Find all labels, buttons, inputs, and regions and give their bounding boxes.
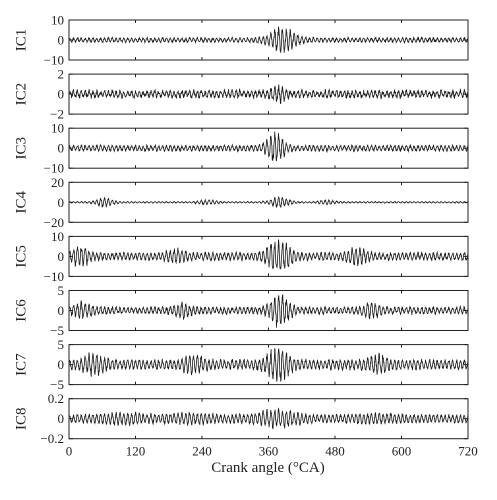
panel-label-ic6: IC6 — [13, 299, 29, 322]
y-tick-label: −5 — [50, 377, 64, 392]
y-tick-label: −20 — [44, 215, 64, 230]
series-trace-ic7 — [68, 348, 469, 382]
y-tick-label: −10 — [44, 53, 64, 68]
y-tick-label: 0 — [58, 33, 65, 48]
series-trace-ic5 — [68, 239, 469, 270]
panel-label-ic7: IC7 — [13, 353, 29, 376]
y-tick-label: 20 — [51, 175, 64, 190]
y-tick-label: 10 — [51, 121, 64, 136]
x-tick-label: 720 — [458, 444, 478, 459]
y-tick-label: 0 — [58, 411, 65, 426]
y-tick-label: 10 — [51, 229, 64, 244]
y-tick-label: 2 — [58, 67, 65, 82]
panel-ic7: 5 0 −5 IC7 — [13, 337, 469, 392]
y-tick-label: 0.2 — [48, 391, 64, 406]
x-tick-label: 480 — [325, 444, 345, 459]
y-tick-label: 0 — [58, 195, 65, 210]
panel-ic1: 10 0 −10 IC1 — [13, 13, 469, 68]
panel-label-ic2: IC2 — [13, 83, 29, 106]
y-tick-label: 0 — [58, 249, 65, 264]
panel-ic6: 5 0 −5 IC6 — [13, 283, 469, 338]
y-tick-label: −5 — [50, 323, 64, 338]
y-tick-label: 0 — [58, 141, 65, 156]
panel-ic5: 10 0 −10 IC5 — [13, 229, 469, 284]
y-tick-label: 5 — [58, 337, 65, 352]
panel-label-ic4: IC4 — [13, 191, 29, 214]
y-tick-label: −10 — [44, 269, 64, 284]
panel-label-ic3: IC3 — [13, 137, 29, 160]
y-tick-label: 0 — [58, 303, 65, 318]
y-tick-label: −0.2 — [40, 431, 64, 446]
panel-label-ic1: IC1 — [13, 29, 29, 52]
series-trace-ic4 — [68, 195, 469, 208]
panel-ic3: 10 0 −10 IC3 — [13, 121, 469, 176]
panel-ic8: 0.2 0 −0.2 IC8 — [13, 391, 469, 446]
x-tick-label: 360 — [259, 444, 279, 459]
chart-panels: 100−10IC120−2IC2100−10IC3200−20IC4100−10… — [13, 13, 469, 446]
x-axis: 0 120 240 360 480 600 720 — [66, 444, 478, 459]
y-tick-label: 0 — [58, 87, 65, 102]
y-tick-label: 5 — [58, 283, 65, 298]
x-tick-label: 120 — [126, 444, 146, 459]
series-trace-ic3 — [68, 131, 469, 162]
series-trace-ic1 — [68, 25, 469, 53]
y-tick-label: −2 — [50, 107, 64, 122]
series-trace-ic6 — [68, 294, 469, 328]
x-tick-label: 600 — [392, 444, 412, 459]
panel-label-ic8: IC8 — [13, 407, 29, 430]
series-trace-ic2 — [68, 84, 469, 105]
y-tick-label: 10 — [51, 13, 64, 28]
series-trace-ic8 — [68, 407, 469, 430]
panel-ic2: 2 0 −2 IC2 — [13, 67, 469, 122]
panel-label-ic5: IC5 — [13, 245, 29, 268]
y-tick-label: −10 — [44, 161, 64, 176]
x-axis-label: Crank angle (°CA) — [211, 460, 324, 476]
x-tick-label: 240 — [192, 444, 212, 459]
x-tick-label: 0 — [66, 444, 73, 459]
y-tick-label: 0 — [58, 357, 65, 372]
panel-ic4: 20 0 −20 IC4 — [13, 175, 469, 230]
